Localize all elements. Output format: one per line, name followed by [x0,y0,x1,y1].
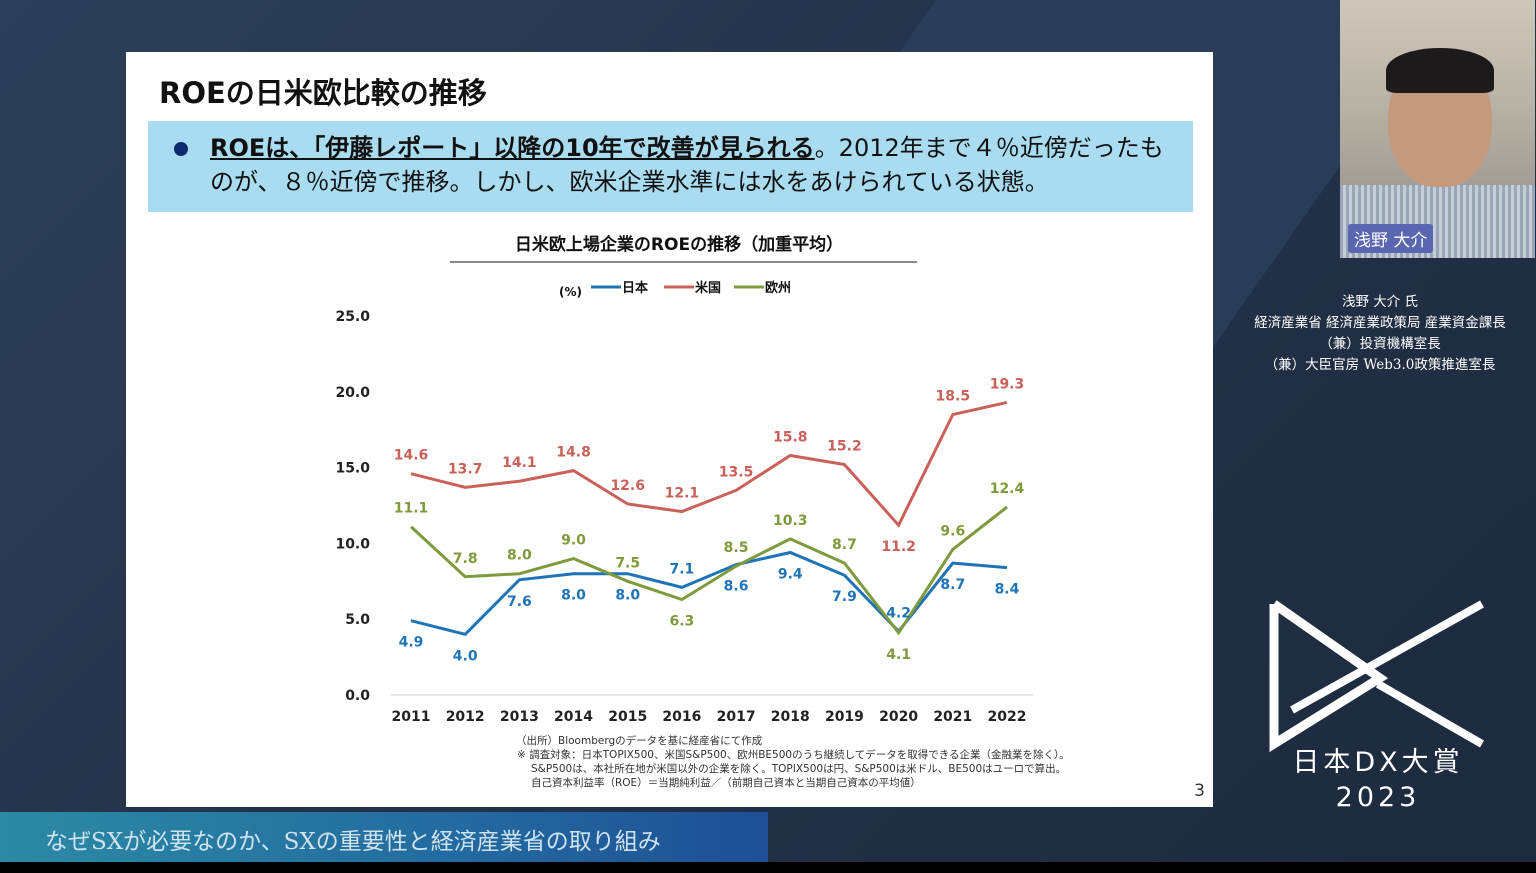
data-label: 9.0 [561,533,586,549]
data-label: 14.8 [556,445,591,461]
footnote-source: （出所）Bloombergのデータを基に経産省にて作成 [516,735,763,747]
bullet-icon [174,142,188,156]
y-tick-label: 25.0 [335,309,370,325]
key-message-box: ROEは、「伊藤レポート」以降の10年で改善が見られる。2012年まで４％近傍だ… [148,121,1193,212]
speaker-info: 浅野 大介 氏 経済産業省 経済産業政策局 産業資金課長 （兼）投資機構室長 （… [1230,292,1530,376]
x-tick-label: 2015 [608,709,647,725]
page-number: 3 [1194,781,1205,801]
data-labels: 4.9 4.0 7.6 8.0 8.0 7.1 8.6 9.4 7.9 4.2 8.7 8.4 14.6… [394,376,1025,664]
dx-award-logo [1269,600,1484,753]
data-label: 6.3 [669,613,694,629]
key-message-rest: 。2012年まで４％近傍だったものが、８％近傍で推移。しかし、欧米企業水準には水… [210,134,1164,196]
y-unit-label: (%) [559,285,582,299]
data-label: 15.8 [773,429,808,445]
data-label: 7.9 [832,589,857,605]
x-tick-label: 2012 [446,709,485,725]
data-label: 8.4 [995,582,1020,598]
dx-award-year: 2023 [1335,782,1421,813]
data-label: 4.2 [886,605,911,621]
legend-label: 米国 [695,280,721,296]
x-tick-label: 2021 [933,709,972,725]
data-label: 9.6 [940,523,965,539]
x-tick-label: 2011 [392,709,431,725]
session-title: なぜSXが必要なのか、SXの重要性と経済産業省の取り組み [45,829,661,855]
data-label: 8.6 [724,579,749,595]
data-label: 8.5 [724,540,749,556]
data-label: 8.7 [940,577,965,593]
data-label: 4.9 [399,635,424,651]
legend-label: 欧州 [765,280,791,296]
data-label: 8.0 [561,588,586,604]
x-tick-label: 2022 [987,709,1026,725]
roe-line-chart: 日米欧上場企業のROEの推移（加重平均） (%) 日本 米国 欧州 0.0 5.0 10… [335,234,1033,725]
session-title-bar: なぜSXが必要なのか、SXの重要性と経済産業省の取り組み [0,812,768,862]
speaker-webcam: 浅野 大介 [1340,0,1535,258]
footnote-roe-definition: 自己資本利益率（ROE）＝当期純利益／（前期自己資本と当期自己資本の平均値） [531,777,921,789]
data-label: 7.5 [615,555,640,571]
x-tick-label: 2018 [771,709,810,725]
data-label: 14.1 [502,455,537,471]
data-label: 13.7 [448,461,483,477]
legend-label: 日本 [622,280,648,296]
dx-award-name: 日本DX大賞 [1292,747,1464,778]
data-label: 8.0 [507,548,532,564]
data-label: 12.4 [990,481,1025,497]
key-message-emphasis: ROEは、「伊藤レポート」以降の10年で改善が見られる [210,134,815,162]
y-tick-label: 0.0 [345,688,370,704]
dx-award-text: 日本DX大賞 2023 [1278,745,1478,815]
data-label: 12.6 [610,478,645,494]
data-label: 7.8 [453,551,478,567]
series-line-1 [410,400,1008,528]
data-label: 4.1 [886,647,911,663]
data-label: 11.2 [881,539,916,555]
data-label: 10.3 [773,513,808,529]
speaker-name: 浅野 大介 氏 [1341,294,1419,310]
speaker-hair [1386,48,1494,93]
data-label: 8.0 [615,588,640,604]
data-label: 13.5 [719,464,754,480]
y-tick-label: 10.0 [335,536,370,552]
data-label: 7.1 [669,561,694,577]
x-tick-label: 2014 [554,709,593,725]
series-line-0 [410,550,1008,637]
footnote-scope: ※ 調査対象：日本TOPIX500、米国S&P500、欧州BE500のうち継続し… [517,749,1070,761]
y-tick-label: 5.0 [345,612,370,628]
x-tick-label: 2020 [879,709,918,725]
data-label: 9.4 [778,566,803,582]
data-label: 19.3 [990,376,1025,392]
key-message: ROEは、「伊藤レポート」以降の10年で改善が見られる。2012年まで４％近傍だ… [210,131,1170,199]
data-label: 4.0 [453,648,478,664]
x-tick-label: 2017 [717,709,756,725]
slide-title: ROEの日米欧比較の推移 [159,76,487,110]
axes: 0.0 5.0 10.0 15.0 20.0 25.0 2011 2012 2013 2014 20… [335,309,1033,725]
data-label: 15.2 [827,439,862,455]
x-tick-label: 2016 [662,709,701,725]
data-label: 7.6 [507,594,532,610]
speaker-title-2: （兼）投資機構室長 [1319,336,1441,352]
webcam-name-tag: 浅野 大介 [1348,224,1434,253]
letterbox-strip [0,862,1536,873]
series-line-2 [409,505,1008,636]
presentation-slide: ROEの日米欧比較の推移 ROEは、「伊藤レポート」以降の10年で改善が見られる… [126,52,1213,807]
legend: 日本 米国 欧州 [591,280,791,296]
y-tick-label: 15.0 [335,461,370,477]
y-tick-label: 20.0 [335,385,370,401]
speaker-title-3: （兼）大臣官房 Web3.0政策推進室長 [1264,357,1496,373]
x-tick-label: 2013 [500,709,539,725]
data-label: 18.5 [936,389,971,405]
data-label: 8.7 [832,537,857,553]
series-lines [409,400,1008,637]
data-label: 11.1 [394,501,429,517]
data-label: 12.1 [665,486,700,502]
speaker-title: 経済産業省 経済産業政策局 産業資金課長 [1254,315,1506,331]
x-tick-label: 2019 [825,709,864,725]
data-label: 14.6 [394,448,429,464]
chart-title: 日米欧上場企業のROEの推移（加重平均） [515,234,843,255]
footnote-currency: S&P500は、本社所在地が米国以外の企業を除く。TOPIX500は円、S&P5… [531,763,1067,775]
